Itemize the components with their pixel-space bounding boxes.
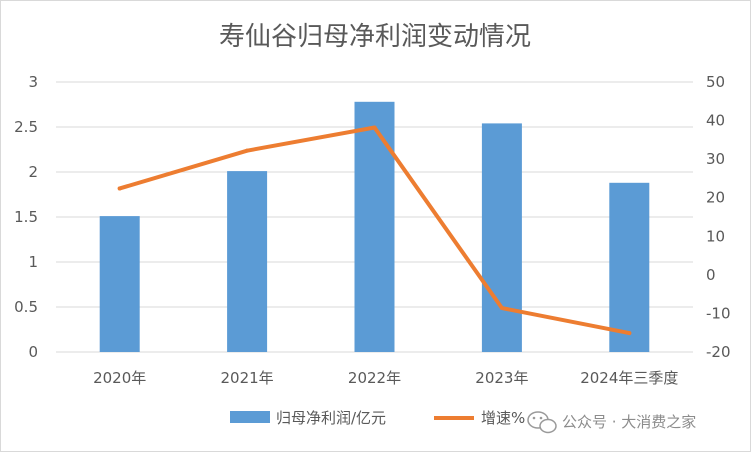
right-tick-label: 50 [706,73,725,91]
left-tick-label: 0 [28,343,38,361]
legend: 归母净利润/亿元 增速% [230,409,525,427]
bar-0 [99,216,140,352]
bar-4 [609,182,650,352]
legend-bar-label: 归母净利润/亿元 [276,409,386,427]
line-point-3 [499,306,504,311]
line-point-0 [117,186,122,191]
x-tick-label: 2024年三季度 [580,369,678,387]
left-tick-label: 3 [28,73,38,91]
right-tick-label: -10 [706,304,731,322]
bar-1 [227,171,268,352]
right-tick-label: 0 [706,266,716,284]
x-tick-label: 2020年 [93,369,146,387]
right-tick-label: 10 [706,227,725,245]
chart-title: 寿仙谷归母净利润变动情况 [219,22,531,52]
x-tick-label: 2022年 [348,369,401,387]
x-tick-label: 2021年 [221,369,274,387]
bar-3 [481,123,522,353]
left-tick-label: 2.5 [14,118,38,136]
line-point-2 [372,125,377,130]
bar-2 [354,101,395,352]
legend-line-label: 增速% [481,409,525,427]
left-tick-label: 0.5 [14,298,38,316]
right-tick-label: 30 [706,150,725,168]
x-tick-label: 2023年 [475,369,528,387]
left-tick-label: 2 [28,163,38,181]
right-tick-label: -20 [706,343,731,361]
right-tick-label: 20 [706,189,725,207]
right-tick-label: 40 [706,112,725,130]
left-tick-label: 1.5 [14,208,38,226]
watermark-text: 公众号 · 大消费之家 [562,413,696,431]
wechat-icon [527,411,557,434]
watermark: 公众号 · 大消费之家 [527,411,696,434]
legend-bar-swatch [230,411,270,423]
line-point-1 [245,148,250,153]
left-tick-label: 1 [28,253,38,271]
line-point-4 [627,331,632,336]
